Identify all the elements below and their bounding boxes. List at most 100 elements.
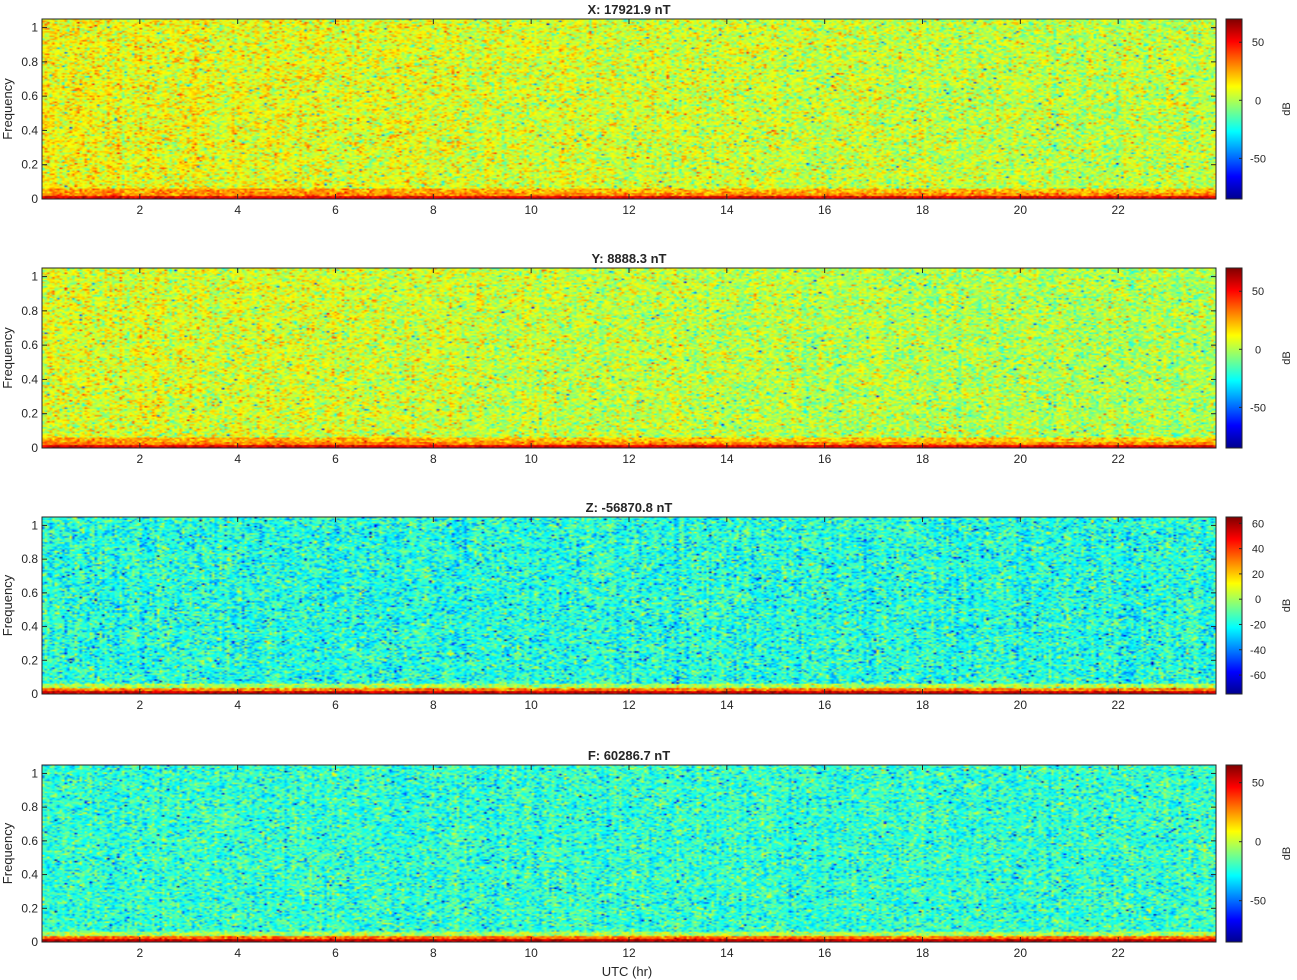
x-tick-label: 10 xyxy=(524,203,538,217)
spectrogram-image xyxy=(42,765,1216,942)
colorbar-tick-label: 50 xyxy=(1252,37,1264,49)
x-tick-label: 20 xyxy=(1014,698,1028,712)
colorbar-tick-label: -20 xyxy=(1250,619,1266,631)
x-tick-label: 18 xyxy=(916,946,930,960)
colorbar xyxy=(1225,516,1243,695)
y-axis-label: Frequency xyxy=(0,78,15,140)
y-tick-label: 0.8 xyxy=(21,800,38,814)
x-tick-label: 12 xyxy=(622,946,636,960)
x-tick-label: 14 xyxy=(720,452,734,466)
y-tick-label: 0 xyxy=(31,192,38,206)
x-tick-label: 4 xyxy=(234,203,241,217)
colorbar-tick-label: 0 xyxy=(1255,344,1261,356)
x-tick-label: 4 xyxy=(234,698,241,712)
colorbar-tick-label: 60 xyxy=(1252,518,1264,530)
y-tick-label: 0.4 xyxy=(21,123,38,137)
x-tick-label: 8 xyxy=(430,698,437,712)
x-tick-label: 6 xyxy=(332,698,339,712)
panel-title: X: 17921.9 nT xyxy=(587,2,670,17)
x-tick-label: 20 xyxy=(1014,203,1028,217)
x-axis-label: UTC (hr) xyxy=(602,964,653,979)
colorbar-tick-label: 50 xyxy=(1252,286,1264,298)
x-tick-label: 10 xyxy=(524,698,538,712)
colorbar-tick-label: -50 xyxy=(1250,153,1266,165)
x-tick-label: 2 xyxy=(136,698,143,712)
colorbar xyxy=(1225,18,1243,200)
y-tick-label: 0.6 xyxy=(21,89,38,103)
x-tick-label: 22 xyxy=(1111,946,1125,960)
x-tick-label: 12 xyxy=(622,452,636,466)
y-tick-label: 1 xyxy=(31,766,38,780)
colorbar-label: dB xyxy=(1281,847,1293,860)
y-tick-label: 0.8 xyxy=(21,304,38,318)
x-tick-label: 6 xyxy=(332,203,339,217)
x-tick-label: 2 xyxy=(136,203,143,217)
colorbar-tick-label: -50 xyxy=(1250,402,1266,414)
y-tick-label: 1 xyxy=(31,21,38,35)
spectrogram-panel-2: Z: -56870.8 nT2 4 6 8 10 12 14 16 18 20 2200.20.40… xyxy=(0,500,1293,712)
x-tick-label: 22 xyxy=(1111,452,1125,466)
colorbar-tick-label: 20 xyxy=(1252,569,1264,581)
x-tick-label: 16 xyxy=(818,203,832,217)
colorbar xyxy=(1225,267,1243,449)
spectrogram-image xyxy=(42,268,1216,448)
x-tick-label: 10 xyxy=(524,452,538,466)
y-tick-label: 0 xyxy=(31,441,38,455)
y-tick-label: 0.6 xyxy=(21,586,38,600)
x-tick-label: 4 xyxy=(234,452,241,466)
y-axis-label: Frequency xyxy=(0,327,15,389)
y-tick-label: 0.4 xyxy=(21,620,38,634)
x-tick-label: 8 xyxy=(430,203,437,217)
x-tick-label: 8 xyxy=(430,452,437,466)
panel-title: F: 60286.7 nT xyxy=(588,748,670,763)
colorbar-tick-label: 0 xyxy=(1255,594,1261,606)
colorbar-tick-label: 50 xyxy=(1252,778,1264,790)
y-tick-label: 0.4 xyxy=(21,868,38,882)
y-tick-label: 1 xyxy=(31,518,38,532)
x-tick-label: 14 xyxy=(720,946,734,960)
y-tick-label: 0.6 xyxy=(21,338,38,352)
y-axis-label: Frequency xyxy=(0,822,15,884)
x-tick-label: 8 xyxy=(430,946,437,960)
y-tick-label: 0 xyxy=(31,935,38,949)
panel-title: Y: 8888.3 nT xyxy=(592,251,667,266)
x-tick-label: 14 xyxy=(720,203,734,217)
x-tick-label: 16 xyxy=(818,946,832,960)
colorbar-tick-label: 0 xyxy=(1255,95,1261,107)
x-tick-label: 10 xyxy=(524,946,538,960)
spectrogram-panel-1: Y: 8888.3 nT2 4 6 8 10 12 14 16 18 20 2200.20.40.6… xyxy=(0,251,1293,466)
spectrogram-image xyxy=(42,517,1216,694)
spectrogram-panel-3: F: 60286.7 nT2 4 6 8 10 12 14 16 18 20 2200.20.40.… xyxy=(0,748,1293,960)
x-tick-label: 20 xyxy=(1014,946,1028,960)
x-tick-label: 22 xyxy=(1111,203,1125,217)
y-tick-label: 0 xyxy=(31,687,38,701)
y-tick-label: 1 xyxy=(31,270,38,284)
x-tick-label: 4 xyxy=(234,946,241,960)
colorbar-label: dB xyxy=(1281,102,1293,115)
y-tick-label: 0.8 xyxy=(21,55,38,69)
y-tick-label: 0.2 xyxy=(21,407,38,421)
x-tick-label: 16 xyxy=(818,698,832,712)
x-tick-label: 6 xyxy=(332,452,339,466)
colorbar-tick-label: -40 xyxy=(1250,645,1266,657)
y-tick-label: 0.2 xyxy=(21,653,38,667)
y-tick-label: 0.4 xyxy=(21,372,38,386)
x-tick-label: 12 xyxy=(622,203,636,217)
x-tick-label: 14 xyxy=(720,698,734,712)
y-axis-label: Frequency xyxy=(0,574,15,636)
x-tick-label: 18 xyxy=(916,698,930,712)
y-tick-label: 0.2 xyxy=(21,901,38,915)
y-tick-label: 0.2 xyxy=(21,158,38,172)
colorbar-tick-label: -60 xyxy=(1250,670,1266,682)
colorbar-label: dB xyxy=(1281,351,1293,364)
x-tick-label: 12 xyxy=(622,698,636,712)
y-tick-label: 0.8 xyxy=(21,552,38,566)
colorbar-tick-label: 0 xyxy=(1255,837,1261,849)
x-tick-label: 18 xyxy=(916,203,930,217)
x-tick-label: 22 xyxy=(1111,698,1125,712)
x-tick-label: 18 xyxy=(916,452,930,466)
panel-title: Z: -56870.8 nT xyxy=(586,500,673,515)
colorbar xyxy=(1225,764,1243,943)
spectrogram-panel-0: X: 17921.9 nT2 4 6 8 10 12 14 16 18 20 2200.20.40.… xyxy=(0,2,1293,217)
